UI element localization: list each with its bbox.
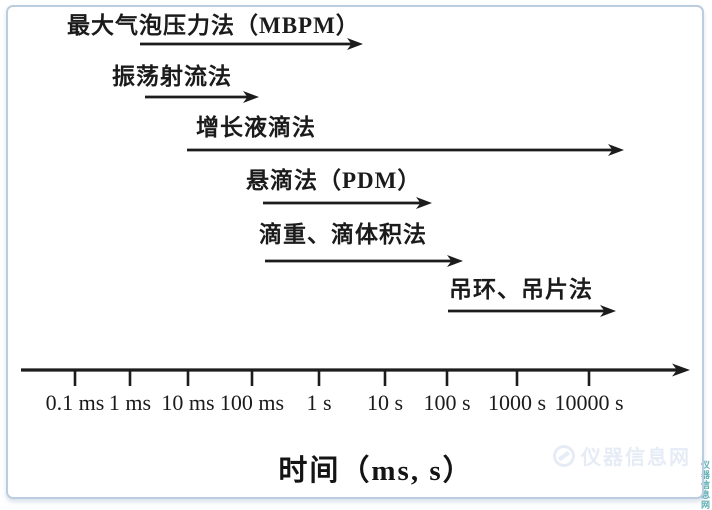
axis-tick-label: 1 ms xyxy=(108,390,152,415)
axis-tick-label: 100 s xyxy=(423,390,471,415)
axis-tick-label: 10 ms xyxy=(161,390,215,415)
time-axis-arrowhead xyxy=(672,363,690,377)
axis-tick-label: 1000 s xyxy=(487,390,547,415)
method-label: 最大气泡压力法（MBPM） xyxy=(67,13,360,38)
method-label: 增长液滴法 xyxy=(196,115,316,140)
axis-tick-label: 10000 s xyxy=(554,390,624,415)
method-arrowhead xyxy=(243,91,259,103)
axis-tick-label: 1 s xyxy=(306,390,332,415)
watermark-text: 仪器信息网 xyxy=(581,447,691,469)
method-label: 悬滴法（PDM） xyxy=(246,168,422,193)
watermark-logo-icon xyxy=(553,444,575,467)
watermark: 仪器信息网 xyxy=(553,441,691,470)
axis-tick-label: 100 ms xyxy=(219,390,285,415)
method-arrowhead xyxy=(608,144,624,156)
method-label: 滴重、滴体积法 xyxy=(259,222,427,247)
axis-tick-label: 10 s xyxy=(366,390,404,415)
watermark-edge-mark: 仪器信息网 xyxy=(700,460,710,510)
axis-title: 时间（ms, s） xyxy=(278,455,474,487)
method-label: 吊环、吊片法 xyxy=(449,277,593,302)
method-arrowhead xyxy=(447,255,463,267)
method-arrowhead xyxy=(416,197,432,209)
method-arrowhead xyxy=(347,38,363,50)
method-label: 振荡射流法 xyxy=(112,64,232,89)
axis-tick-label: 0.1 ms xyxy=(45,390,105,415)
method-arrowhead xyxy=(600,305,616,317)
